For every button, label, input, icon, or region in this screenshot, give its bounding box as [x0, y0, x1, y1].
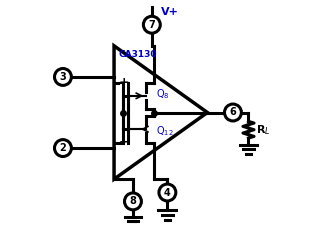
Text: 7: 7	[148, 20, 155, 30]
Circle shape	[125, 193, 141, 210]
Text: 4: 4	[164, 187, 171, 198]
Circle shape	[159, 184, 176, 201]
Circle shape	[143, 16, 160, 33]
Circle shape	[55, 140, 71, 157]
Text: −: −	[119, 136, 129, 149]
Text: V+: V+	[161, 7, 178, 17]
Text: +: +	[119, 76, 129, 89]
Text: CA3130: CA3130	[119, 50, 157, 59]
Circle shape	[55, 68, 71, 86]
Text: 3: 3	[60, 72, 66, 82]
Text: R$_L$: R$_L$	[256, 123, 271, 137]
Text: 2: 2	[60, 143, 66, 153]
Circle shape	[224, 104, 241, 121]
Text: Q$_{12}$: Q$_{12}$	[156, 124, 174, 138]
Text: Q$_8$: Q$_8$	[156, 87, 170, 101]
Text: 8: 8	[130, 196, 136, 206]
Text: 6: 6	[230, 108, 236, 117]
